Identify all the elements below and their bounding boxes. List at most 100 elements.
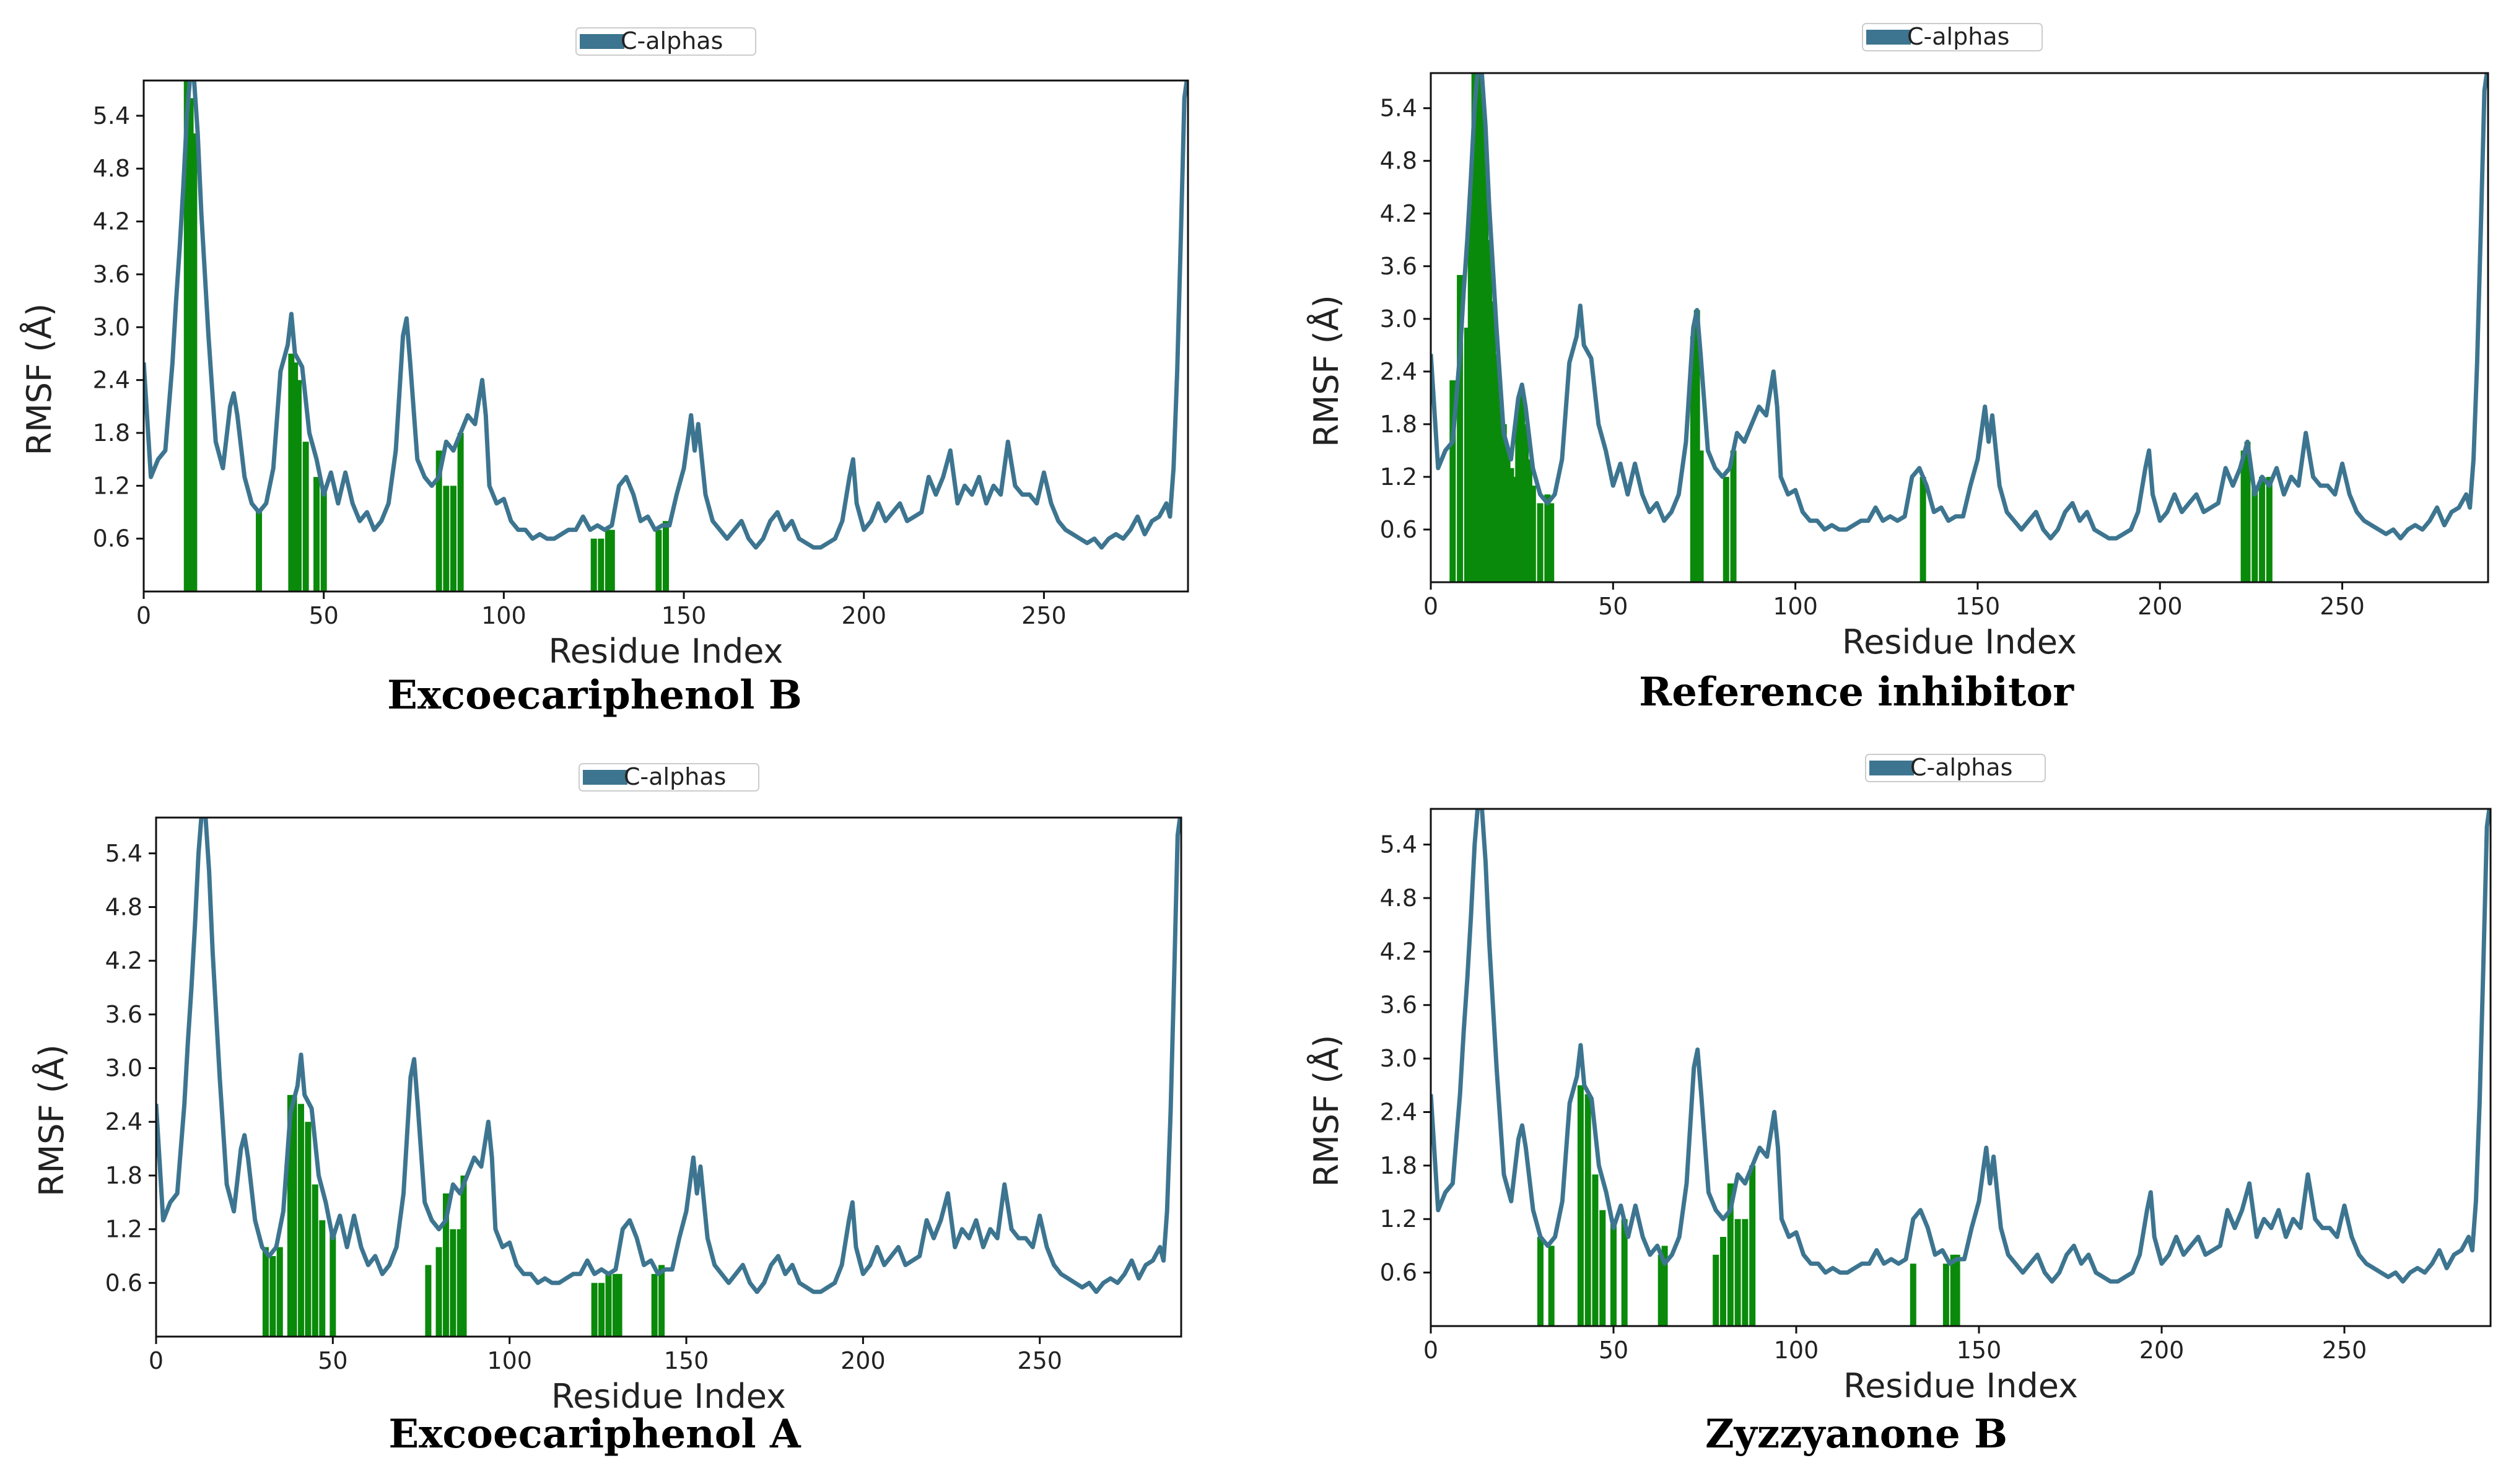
x-tick-label: 150 bbox=[662, 602, 707, 629]
legend-label: C-alphas bbox=[621, 27, 723, 55]
contact-bar bbox=[450, 486, 456, 591]
contact-bar bbox=[187, 98, 194, 591]
y-tick-label: 0.6 bbox=[105, 1269, 142, 1296]
contact-bar bbox=[1475, 73, 1482, 582]
legend-swatch bbox=[1866, 30, 1911, 45]
contact-bar bbox=[1486, 240, 1493, 582]
chart-caption: Excoecariphenol B bbox=[387, 672, 802, 718]
chart-panel-excoecariphenol-a: 0.6 1.2 1.8 2.4 3.0 3.6 4.2 4.8 5.4 0 50 100 150 200 2… bbox=[0, 742, 1256, 1484]
chart-svg: 0.6 1.2 1.8 2.4 3.0 3.6 4.2 4.8 5.4 0 50 100 150 200 2… bbox=[1306, 23, 2489, 661]
chart-panel-reference-inhibitor: 0.6 1.2 1.8 2.4 3.0 3.6 4.2 4.8 5.4 0 50 100 150 200 2… bbox=[1256, 0, 2511, 742]
x-tick-label: 200 bbox=[841, 602, 886, 629]
contact-bar bbox=[460, 1175, 467, 1337]
contact-bar bbox=[605, 530, 611, 591]
contact-bar bbox=[1723, 476, 1729, 582]
x-tick-label: 150 bbox=[1957, 1337, 2002, 1364]
contact-bar bbox=[1690, 336, 1697, 582]
contact-bars bbox=[183, 81, 669, 591]
x-tick-label: 150 bbox=[664, 1347, 709, 1374]
contact-bars bbox=[1449, 73, 2273, 582]
chart-panel-excoecariphenol-b: 0.6 1.2 1.8 2.4 3.0 3.6 4.2 4.8 5.4 0 50 100 150 200 2… bbox=[0, 0, 1256, 742]
contact-bar bbox=[183, 81, 190, 591]
contact-bar bbox=[313, 477, 320, 591]
contact-bar bbox=[2251, 486, 2258, 582]
contact-bar bbox=[288, 353, 295, 591]
x-tick-label: 0 bbox=[1423, 1337, 1438, 1364]
contact-bar bbox=[276, 1247, 283, 1337]
contact-bar bbox=[1742, 1219, 1749, 1326]
y-tick-label: 2.4 bbox=[105, 1108, 142, 1135]
contact-bar bbox=[1490, 301, 1496, 582]
x-tick-label: 100 bbox=[487, 1347, 532, 1374]
contact-bar bbox=[1449, 380, 1456, 582]
y-tick-label: 2.4 bbox=[1380, 358, 1417, 385]
contact-bar bbox=[457, 432, 464, 591]
contact-bar bbox=[297, 1104, 304, 1337]
y-tick-label: 0.6 bbox=[93, 525, 130, 552]
x-tick-label: 200 bbox=[841, 1347, 886, 1374]
y-tick-label: 3.0 bbox=[93, 313, 130, 341]
rmsf-line bbox=[144, 81, 1188, 550]
legend-label: C-alphas bbox=[1910, 754, 2012, 781]
y-tick-label: 5.4 bbox=[1380, 95, 1417, 122]
chart-svg: 0.6 1.2 1.8 2.4 3.0 3.6 4.2 4.8 5.4 0 50 100 150 200 2… bbox=[1306, 754, 2492, 1405]
contact-bar bbox=[330, 1229, 336, 1337]
contact-bar bbox=[305, 1122, 312, 1337]
chart-caption: Excoecariphenol A bbox=[388, 1411, 801, 1457]
contact-bar bbox=[1950, 1254, 1957, 1326]
y-tick-label: 5.4 bbox=[1380, 831, 1417, 858]
contact-bar bbox=[2259, 476, 2266, 582]
contact-bar bbox=[435, 1247, 442, 1337]
contact-bar bbox=[442, 1193, 449, 1337]
y-tick-label: 4.8 bbox=[1380, 147, 1417, 175]
y-tick-label: 5.4 bbox=[105, 840, 142, 867]
contact-bar bbox=[290, 1094, 297, 1337]
legend-swatch bbox=[583, 770, 627, 785]
y-axis-label: RMSF (Å) bbox=[32, 1044, 71, 1197]
contact-bar bbox=[1464, 328, 1470, 582]
x-axis-label: Residue Index bbox=[548, 632, 783, 671]
contact-bar bbox=[1544, 494, 1551, 582]
x-tick-label: 250 bbox=[2322, 1337, 2367, 1364]
y-tick-label: 3.0 bbox=[105, 1055, 142, 1082]
x-tick-label: 100 bbox=[1773, 593, 1818, 620]
contact-bar bbox=[1504, 450, 1511, 582]
contact-bar bbox=[1471, 73, 1478, 582]
y-tick-label: 1.8 bbox=[105, 1162, 142, 1189]
contact-bar bbox=[1496, 398, 1503, 582]
x-tick-label: 200 bbox=[2139, 1337, 2185, 1364]
contact-bar bbox=[1526, 459, 1532, 582]
y-tick-label: 3.0 bbox=[1380, 1045, 1417, 1072]
y-tick-label: 1.2 bbox=[1380, 463, 1417, 491]
y-tick-label: 1.8 bbox=[1380, 411, 1417, 438]
contact-bar bbox=[443, 486, 450, 591]
legend: C-alphas bbox=[575, 27, 756, 56]
rmsf-line bbox=[1431, 73, 2488, 541]
contact-bar bbox=[1734, 1219, 1741, 1326]
contact-bar bbox=[590, 538, 597, 591]
contact-bar bbox=[598, 538, 605, 591]
contact-bar bbox=[1515, 406, 1522, 582]
legend-swatch bbox=[580, 34, 624, 49]
contact-bar bbox=[425, 1265, 432, 1337]
contact-bar bbox=[1657, 1254, 1664, 1326]
chart-panel-zyzzyanone-b: 0.6 1.2 1.8 2.4 3.0 3.6 4.2 4.8 5.4 0 50 100 150 200 2… bbox=[1256, 742, 2511, 1484]
x-tick-label: 0 bbox=[149, 1347, 164, 1374]
contact-bar bbox=[658, 1265, 665, 1337]
y-tick-label: 1.2 bbox=[1380, 1205, 1417, 1233]
plot-frame bbox=[155, 816, 1182, 1338]
y-tick-label: 4.8 bbox=[93, 155, 130, 182]
x-tick-label: 0 bbox=[136, 602, 151, 629]
y-tick-label: 4.2 bbox=[1380, 938, 1417, 965]
contact-bar bbox=[1537, 1237, 1544, 1326]
y-tick-label: 1.8 bbox=[93, 419, 130, 447]
contact-bar bbox=[1522, 424, 1529, 582]
contact-bar bbox=[1697, 450, 1704, 582]
rmsf-line bbox=[156, 818, 1181, 1294]
contact-bar bbox=[1749, 1165, 1756, 1326]
y-tick-label: 4.8 bbox=[1380, 884, 1417, 912]
y-tick-label: 1.8 bbox=[1380, 1152, 1417, 1179]
x-tick-label: 250 bbox=[2320, 593, 2365, 620]
contact-bar bbox=[450, 1229, 456, 1337]
y-tick-label: 3.0 bbox=[1380, 305, 1417, 333]
